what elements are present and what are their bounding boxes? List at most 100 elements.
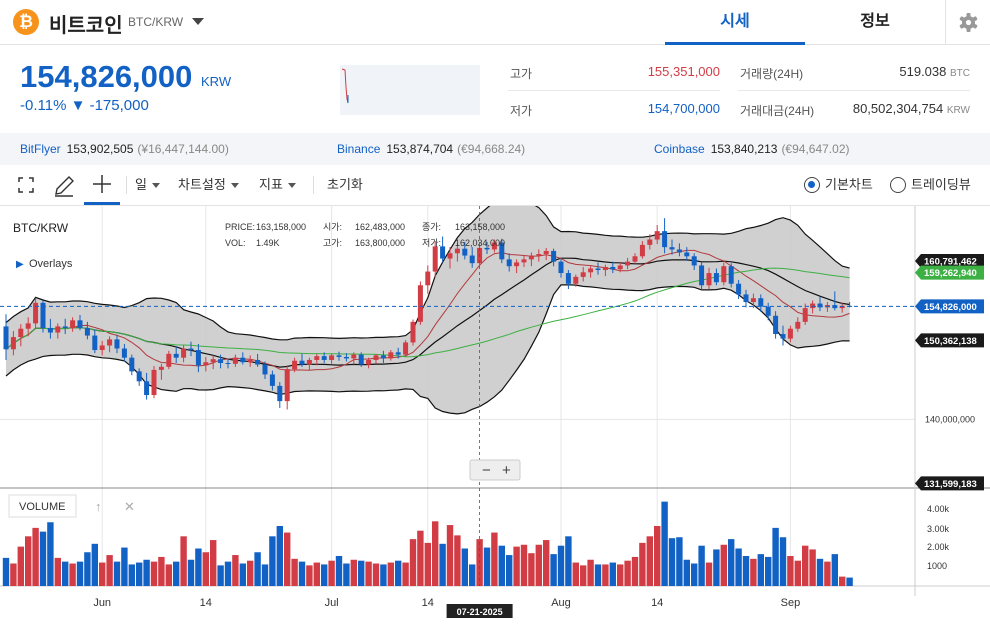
candle-body: [136, 371, 142, 382]
close-icon[interactable]: ✕: [124, 499, 135, 514]
volume-bar: [358, 560, 365, 586]
volume-bar: [261, 564, 269, 586]
volume-bar: [809, 549, 816, 586]
candle: [70, 317, 76, 332]
draw-tool-button[interactable]: [48, 165, 78, 205]
candle: [602, 264, 608, 277]
volume-bar: [62, 561, 69, 586]
candle: [454, 243, 460, 262]
coin-name[interactable]: 비트코인: [49, 15, 123, 37]
candle: [262, 361, 268, 380]
candle: [706, 267, 712, 290]
exchange-bitflyer[interactable]: BitFlyer 153,902,505 (¥16,447,144.00): [20, 142, 229, 156]
candle: [210, 355, 216, 370]
mini-price-chart: [340, 65, 480, 115]
coin-pair[interactable]: BTC/KRW: [128, 15, 184, 29]
chart-settings-dropdown[interactable]: 차트설정: [178, 165, 239, 205]
candle-body: [750, 298, 756, 303]
candle-body: [225, 363, 231, 365]
candle-body: [454, 248, 460, 254]
zoom-in-button[interactable]: +: [502, 462, 511, 479]
volume-bar: [587, 559, 594, 586]
volume-bar: [173, 561, 180, 586]
overlays-toggle[interactable]: Overlays: [29, 258, 73, 270]
move-up-arrow-icon[interactable]: ↑: [95, 499, 102, 514]
volume-bar: [513, 546, 520, 586]
price-badge: 154,826,000: [915, 299, 984, 314]
pencil-icon: [55, 176, 74, 197]
volume-bar: [269, 536, 276, 586]
candle: [787, 325, 793, 343]
volume-panel-label: VOLUME: [19, 501, 65, 513]
svg-text:162,483,000: 162,483,000: [355, 222, 405, 232]
tradingview-radio[interactable]: 트레이딩뷰: [890, 165, 971, 205]
gear-icon: [959, 13, 978, 32]
volume-bar: [742, 556, 750, 586]
candle: [269, 370, 275, 391]
crosshair-tool-button[interactable]: [84, 165, 120, 205]
candle-body: [802, 308, 808, 322]
price-chart[interactable]: 140,000,000 160,791,462 159,262,940 154,826…: [0, 198, 990, 619]
candle-body: [440, 246, 446, 259]
candle: [129, 354, 135, 376]
zoom-out-button[interactable]: −: [482, 462, 491, 479]
candle-body: [351, 354, 357, 359]
candle: [802, 303, 808, 325]
candle-body: [269, 374, 275, 386]
candle-body: [77, 320, 83, 328]
volume-bar: [202, 552, 209, 586]
candle-body: [699, 265, 705, 286]
svg-text:1.49K: 1.49K: [256, 238, 280, 248]
reset-button[interactable]: 초기화: [327, 177, 363, 192]
candle-body: [506, 259, 512, 267]
tab-info[interactable]: 정보: [860, 13, 890, 30]
candle: [314, 353, 320, 366]
exchange-binance[interactable]: Binance 153,874,704 (€94,668.24): [337, 142, 526, 156]
low-value: 154,700,000: [647, 101, 720, 116]
candle-body: [99, 345, 105, 351]
exchange-coinbase[interactable]: Coinbase 153,840,213 (€94,647.02): [654, 142, 850, 156]
coin-select-caret-icon[interactable]: [192, 18, 204, 25]
svg-text:163,158,000: 163,158,000: [455, 222, 505, 232]
svg-text:VOL:: VOL:: [225, 238, 246, 248]
interval-dropdown[interactable]: 일: [135, 165, 160, 205]
candle-body: [114, 339, 120, 349]
candle: [795, 317, 801, 332]
candle: [484, 241, 490, 255]
volume-bar: [195, 548, 202, 586]
volume-bar: [816, 558, 824, 586]
overlays-caret-icon[interactable]: ▶: [16, 259, 24, 270]
settings-button[interactable]: [945, 0, 990, 45]
candle-body: [491, 242, 497, 250]
chevron-down-icon: [230, 183, 239, 189]
candle: [292, 357, 298, 373]
candle-body: [817, 303, 823, 308]
candle-body: [780, 334, 786, 339]
candle-body: [195, 350, 201, 366]
candle-body: [713, 273, 719, 283]
volume-bar: [446, 525, 454, 586]
radio-unselected-icon: [890, 176, 906, 193]
candle-body: [743, 294, 749, 303]
candle-body: [617, 265, 623, 270]
candle: [662, 218, 668, 254]
candle-body: [669, 247, 675, 250]
tab-quote[interactable]: 시세: [665, 0, 805, 45]
candle: [669, 239, 675, 255]
volume-bar: [47, 522, 54, 586]
candle: [3, 314, 9, 360]
candle: [743, 289, 749, 308]
volume-bar: [76, 561, 84, 586]
candles-group: [3, 218, 853, 410]
volume-bar: [91, 543, 98, 586]
basic-chart-radio[interactable]: 기본차트: [804, 165, 873, 205]
price-change: -0.11% ▼ -175,000: [20, 97, 149, 114]
volume-bar: [765, 556, 772, 586]
fullscreen-button[interactable]: [12, 165, 40, 205]
volume-bar: [580, 565, 587, 586]
candle: [255, 353, 261, 367]
candle: [632, 253, 638, 264]
indicators-dropdown[interactable]: 지표: [259, 165, 296, 205]
volume-bar: [99, 562, 106, 586]
